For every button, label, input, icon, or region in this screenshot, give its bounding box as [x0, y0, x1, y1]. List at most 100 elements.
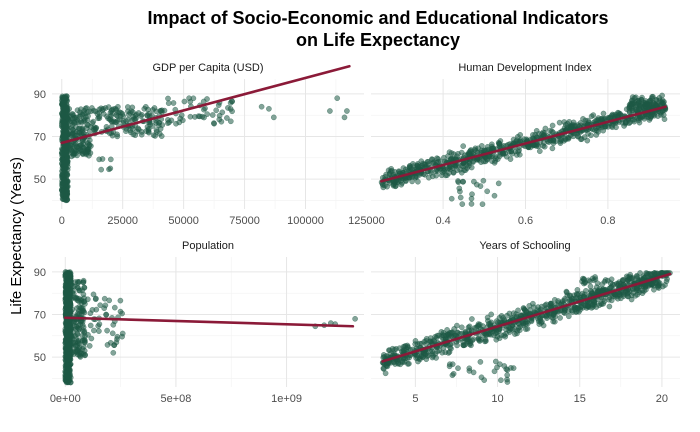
data-point [533, 127, 540, 134]
data-point [512, 331, 518, 337]
data-point [457, 194, 464, 201]
data-point [473, 181, 480, 188]
data-point [65, 373, 71, 380]
data-point [577, 306, 583, 313]
data-point [429, 156, 436, 163]
data-point [63, 354, 70, 361]
data-point [641, 288, 647, 294]
data-point [540, 140, 547, 146]
data-point [103, 311, 109, 318]
data-point [493, 330, 499, 337]
data-point [76, 278, 83, 285]
data-point [60, 132, 67, 138]
data-point [76, 287, 83, 294]
data-point [492, 358, 499, 365]
data-point [82, 339, 88, 346]
data-point [488, 141, 495, 148]
data-point [112, 105, 119, 112]
data-point [500, 151, 507, 158]
data-point [64, 345, 71, 352]
data-point [491, 368, 498, 375]
data-point [578, 136, 584, 143]
data-point [609, 124, 616, 131]
data-point [549, 315, 556, 321]
data-point [468, 327, 475, 334]
data-point [119, 333, 125, 340]
data-point [560, 309, 567, 316]
data-point [181, 98, 188, 105]
data-point [422, 351, 429, 358]
data-point [488, 331, 494, 338]
data-point [584, 137, 591, 144]
data-point [67, 379, 74, 386]
panel-years-of-schooling: 5 10 15 20 Years of Schooling [371, 240, 680, 405]
data-point [406, 354, 413, 361]
data-point [381, 353, 387, 360]
data-point [187, 113, 194, 120]
data-point [201, 114, 207, 121]
data-point [204, 96, 210, 102]
data-point [165, 100, 172, 107]
data-point [395, 179, 402, 185]
data-point [630, 290, 637, 296]
data-point [81, 284, 88, 291]
data-point [446, 149, 453, 156]
data-point [579, 290, 586, 297]
data-point [64, 172, 71, 178]
data-point [479, 201, 486, 208]
x-tick-label: 0.6 [518, 215, 533, 227]
data-point [266, 105, 272, 112]
data-point [600, 110, 607, 117]
y-tick-label: 90 [34, 267, 46, 279]
data-point [380, 365, 387, 372]
data-point [449, 372, 456, 379]
data-point [459, 201, 466, 207]
data-point [99, 156, 106, 162]
data-point [124, 104, 131, 110]
y-tick-label: 50 [34, 174, 46, 186]
data-point [574, 287, 581, 293]
data-point [63, 301, 70, 307]
x-tick-label: 0.4 [435, 215, 450, 227]
data-point [470, 369, 477, 376]
data-point [258, 103, 265, 110]
data-point [224, 115, 230, 121]
data-point [401, 344, 408, 350]
data-point [458, 169, 465, 176]
data-point [209, 112, 216, 118]
data-point [168, 117, 175, 124]
data-point [448, 333, 454, 340]
data-point [341, 114, 348, 121]
data-point [485, 317, 491, 324]
data-point [410, 161, 416, 167]
data-point [68, 132, 75, 139]
data-point [61, 120, 68, 126]
x-tick-label: 25000 [107, 215, 138, 227]
data-point [270, 114, 277, 121]
x-tick-label: 5e+08 [160, 393, 191, 405]
x-tick-label: 10 [491, 393, 503, 405]
x-tick-label: 75000 [229, 215, 260, 227]
x-tick-label: 50000 [168, 215, 199, 227]
data-point [77, 147, 84, 153]
data-point [176, 119, 183, 126]
data-point [455, 365, 461, 372]
data-point [117, 297, 124, 304]
data-point [549, 122, 556, 129]
data-point [92, 126, 99, 133]
data-point [549, 145, 556, 152]
data-point [409, 178, 415, 185]
data-point [646, 98, 653, 105]
data-point [86, 343, 93, 349]
data-point [104, 327, 110, 334]
data-point [481, 377, 488, 383]
data-point [90, 291, 97, 298]
panel-title: Human Development Index [458, 62, 592, 74]
data-point [334, 95, 341, 102]
data-point [380, 184, 387, 191]
data-point [516, 321, 522, 327]
x-tick-label: 0e+00 [50, 393, 81, 405]
data-point [653, 97, 660, 104]
data-point [441, 168, 447, 174]
data-point [503, 326, 509, 333]
